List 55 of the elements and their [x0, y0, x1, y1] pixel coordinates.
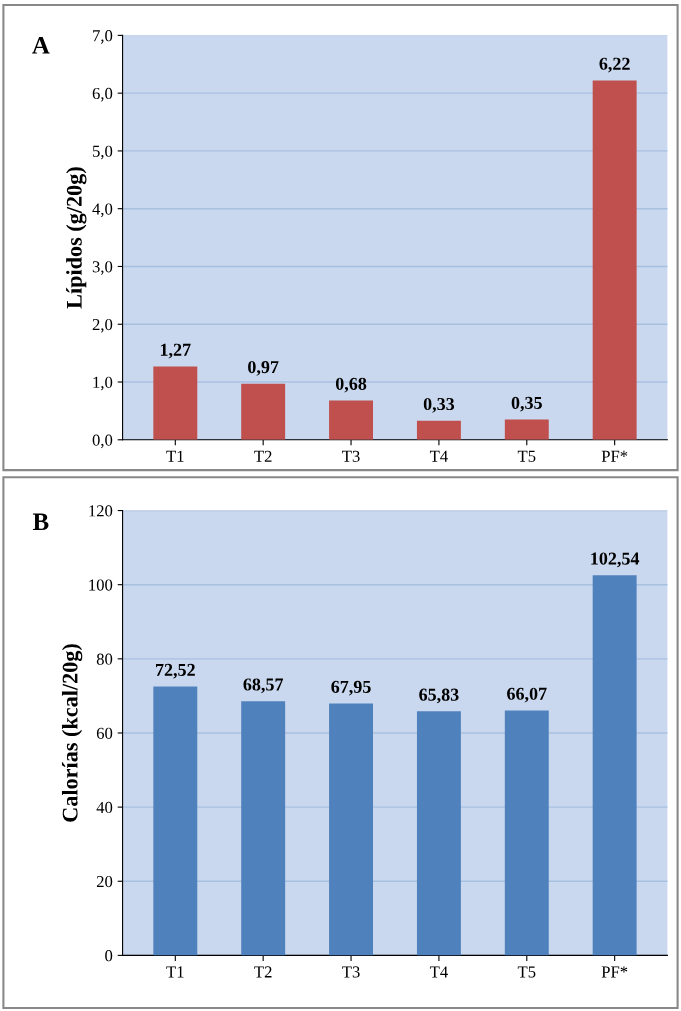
y-tick-label: 80: [96, 653, 113, 665]
bar: [504, 419, 549, 440]
bar: [416, 711, 461, 956]
data-label: 68,57: [243, 678, 284, 694]
data-label: 67,95: [331, 680, 371, 696]
y-tick-label: 20: [96, 875, 113, 888]
chart-title: B: [32, 513, 49, 530]
bar: [592, 575, 637, 956]
bar: [592, 80, 637, 440]
y-axis-title: Calorías (kcal/20g): [61, 644, 83, 822]
x-tick-label: T3: [342, 966, 360, 978]
x-tick-label: T4: [429, 966, 448, 978]
data-label: 72,52: [156, 663, 195, 679]
bar: [241, 701, 286, 956]
x-tick-label: T2: [254, 966, 272, 978]
data-label: 0,35: [511, 396, 542, 412]
y-tick-label: 1,0: [93, 376, 113, 391]
bar: [329, 703, 374, 956]
y-tick-label: 0: [105, 950, 113, 962]
y-tick-label: 120: [89, 505, 113, 517]
bar: [416, 420, 461, 440]
bar: [329, 400, 374, 440]
y-tick-label: 4,0: [92, 203, 113, 218]
y-tick-label: 100: [89, 579, 113, 591]
y-tick-label: 0,0: [92, 434, 113, 449]
data-label: 102,54: [591, 552, 640, 568]
data-label: 65,83: [419, 688, 459, 704]
data-label: 0,97: [248, 360, 279, 376]
data-label: 1,27: [160, 343, 191, 359]
x-tick-label: T1: [166, 450, 184, 462]
y-tick-label: 6,0: [92, 87, 113, 102]
x-tick-label: T3: [342, 450, 360, 462]
y-tick-label: 7,0: [93, 30, 113, 44]
bar: [153, 686, 198, 956]
x-tick-label: PF*: [601, 450, 628, 462]
y-tick-label: 3,0: [92, 261, 113, 275]
chart-title: A: [32, 37, 50, 54]
y-tick-label: 40: [96, 801, 113, 814]
data-label: 6,22: [599, 57, 630, 73]
y-tick-label: 60: [96, 727, 113, 739]
bar: [153, 366, 198, 440]
x-tick-label: PF*: [601, 966, 628, 978]
y-tick-label: 2,0: [92, 318, 113, 333]
x-tick-label: T2: [254, 450, 272, 462]
x-tick-label: T5: [517, 966, 536, 978]
data-label: 0,68: [335, 377, 367, 393]
y-axis-title: Lípidos (g/20g): [66, 167, 87, 309]
x-tick-label: T1: [166, 966, 184, 978]
data-label: 66,07: [507, 687, 547, 703]
bar: [504, 710, 549, 956]
y-tick-label: 5,0: [92, 145, 113, 160]
x-tick-label: T5: [517, 450, 536, 462]
data-label: 0,33: [423, 397, 455, 413]
x-tick-label: T4: [429, 450, 448, 462]
bar: [241, 383, 286, 440]
